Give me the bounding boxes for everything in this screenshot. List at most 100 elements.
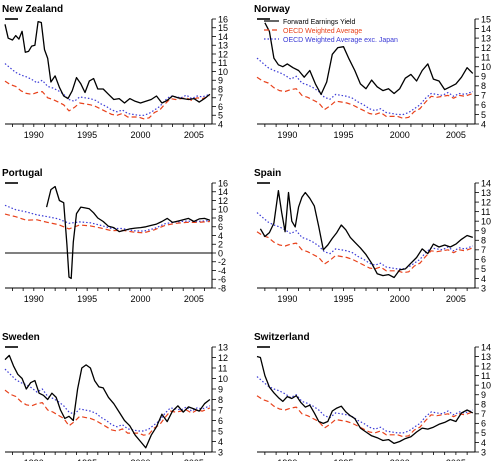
- y-tick-label: 4: [218, 437, 223, 447]
- y-tick-label: 0: [218, 248, 223, 258]
- y-tick-label: 6: [481, 255, 486, 265]
- y-tick-label: 13: [481, 352, 491, 362]
- y-tick-label: 12: [218, 196, 228, 206]
- y-tick-label: 13: [218, 41, 228, 51]
- y-tick-label: 5: [481, 110, 486, 120]
- y-tick-label: -2: [218, 257, 226, 267]
- series-line-oecd-weighted-average: [4, 80, 211, 120]
- y-tick-label: 12: [481, 361, 491, 371]
- series-line-oecd-weighted-average-exc-japan: [256, 57, 474, 116]
- series-line-forward-earnings-yield: [45, 185, 211, 280]
- panel-title: Spain: [254, 168, 281, 179]
- y-tick-label: -6: [218, 275, 226, 285]
- series-line-oecd-weighted-average-exc-japan: [256, 212, 474, 270]
- y-tick-label: 7: [218, 405, 223, 415]
- x-tick-label: 1995: [77, 294, 97, 304]
- series-line-forward-earnings-yield: [4, 354, 211, 449]
- legend: Forward Earnings Yield OECD Weighted Aver…: [264, 19, 398, 44]
- x-tick-label: 1995: [77, 130, 97, 140]
- x-tick-label: 2000: [390, 130, 410, 140]
- x-tick-label: 2005: [446, 294, 466, 304]
- y-tick-label: 3: [481, 447, 486, 457]
- panel-title: New Zealand: [2, 4, 63, 15]
- legend-label: OECD Weighted Average: [283, 28, 362, 35]
- y-tick-label: 14: [218, 187, 228, 197]
- y-tick-label: 8: [218, 395, 223, 405]
- y-tick-label: 12: [481, 43, 491, 53]
- x-tick-label: 1990: [277, 130, 297, 140]
- y-tick-label: 10: [481, 380, 491, 390]
- y-tick-label: 6: [481, 419, 486, 429]
- x-tick-label: 2005: [184, 130, 204, 140]
- y-tick-label: -8: [218, 283, 226, 293]
- panel-title: Switzerland: [254, 332, 310, 343]
- x-tick-label: 1990: [24, 130, 44, 140]
- y-tick-label: 12: [481, 197, 491, 207]
- y-tick-label: 4: [218, 231, 223, 241]
- series-line-forward-earnings-yield: [259, 189, 474, 279]
- x-tick-label: 2005: [446, 130, 466, 140]
- panel-switzerland: Switzerland34567891011121314199019952000…: [254, 332, 491, 466]
- series-line-oecd-weighted-average: [4, 213, 210, 234]
- y-tick-label: 5: [218, 111, 223, 121]
- y-tick-label: 7: [218, 93, 223, 103]
- x-tick-label: 1995: [334, 294, 354, 304]
- y-tick-label: 5: [218, 426, 223, 436]
- x-tick-label: 1990: [277, 294, 297, 304]
- legend-label: OECD Weighted Average exc. Japan: [283, 37, 398, 44]
- y-tick-label: 14: [481, 342, 491, 352]
- y-tick-label: 13: [481, 33, 491, 43]
- legend-label: Forward Earnings Yield: [283, 19, 355, 26]
- series-line-forward-earnings-yield: [4, 20, 211, 104]
- series-line-oecd-weighted-average: [256, 231, 474, 274]
- y-tick-label: 7: [481, 91, 486, 101]
- y-tick-label: 9: [218, 76, 223, 86]
- y-tick-label: 16: [218, 14, 228, 24]
- panel-title: Portugal: [2, 168, 43, 179]
- y-tick-label: 16: [218, 178, 228, 188]
- y-tick-label: 10: [218, 67, 228, 77]
- y-tick-label: 5: [481, 264, 486, 274]
- y-tick-label: 6: [218, 222, 223, 232]
- y-tick-label: 4: [481, 274, 486, 284]
- y-tick-label: 11: [481, 52, 490, 62]
- y-tick-label: 4: [481, 438, 486, 448]
- y-tick-label: 8: [481, 81, 486, 91]
- y-tick-label: 6: [218, 416, 223, 426]
- x-tick-label: 2005: [184, 294, 204, 304]
- series-line-forward-earnings-yield: [256, 355, 474, 445]
- y-tick-label: 7: [481, 245, 486, 255]
- y-tick-label: 9: [481, 72, 486, 82]
- y-tick-label: 12: [218, 353, 228, 363]
- series-line-oecd-weighted-average-exc-japan: [4, 63, 211, 116]
- series-line-forward-earnings-yield: [264, 22, 474, 96]
- series-line-oecd-weighted-average: [4, 389, 211, 436]
- y-tick-label: 8: [481, 400, 486, 410]
- y-tick-label: 6: [481, 100, 486, 110]
- y-tick-label: 12: [218, 49, 228, 59]
- y-tick-label: 10: [481, 62, 491, 72]
- y-tick-label: 14: [218, 32, 228, 42]
- y-tick-label: 11: [481, 207, 490, 217]
- x-tick-label: 1995: [334, 130, 354, 140]
- y-tick-label: 8: [218, 213, 223, 223]
- series-line-oecd-weighted-average-exc-japan: [4, 368, 211, 432]
- y-tick-label: 4: [218, 119, 223, 129]
- x-tick-label: 1990: [24, 294, 44, 304]
- y-tick-label: 7: [481, 409, 486, 419]
- x-tick-label: 2000: [130, 294, 150, 304]
- y-tick-label: 9: [481, 390, 486, 400]
- panel-title: Sweden: [2, 332, 40, 343]
- y-tick-label: 13: [481, 188, 491, 198]
- series-line-oecd-weighted-average: [256, 395, 474, 438]
- y-tick-label: 15: [481, 14, 491, 24]
- y-tick-label: 15: [218, 23, 228, 33]
- y-tick-label: 11: [218, 363, 227, 373]
- y-tick-label: 3: [218, 447, 223, 457]
- y-tick-label: 9: [481, 226, 486, 236]
